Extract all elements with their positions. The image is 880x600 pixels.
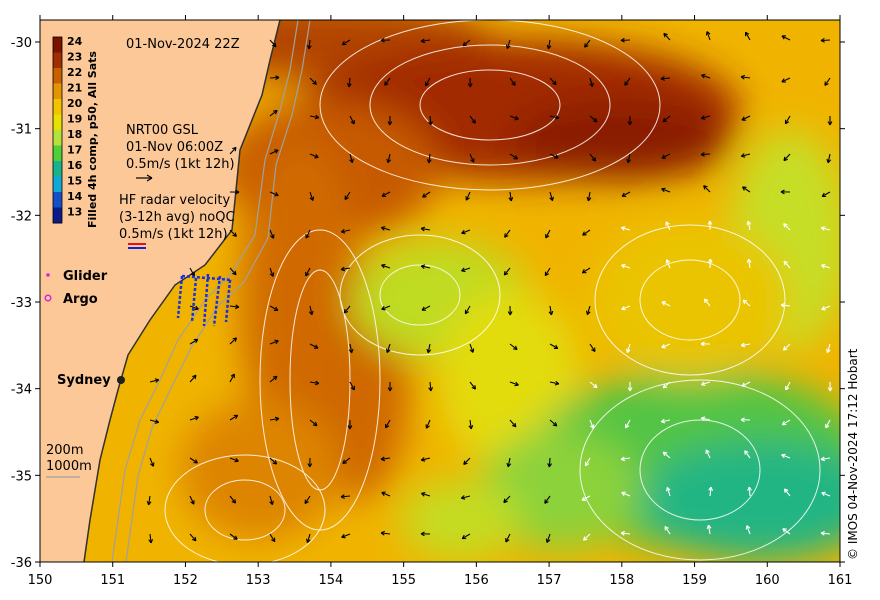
gsl-date: 01-Nov 06:00Z xyxy=(126,140,223,155)
colorbar-swatch xyxy=(53,52,62,69)
x-tick-label: 154 xyxy=(318,573,343,588)
hf-scale: 0.5m/s (1kt 12h) xyxy=(119,227,228,242)
x-tick-label: 158 xyxy=(609,573,634,588)
y-tick-label: -36 xyxy=(11,556,32,571)
coastline xyxy=(83,20,281,562)
map-title: 01-Nov-2024 22Z xyxy=(126,37,240,52)
colorbar-swatch xyxy=(53,192,62,208)
x-tick-label: 161 xyxy=(828,573,853,588)
credit-text: © IMOS 04-Nov-2024 17:12 Hobart xyxy=(846,348,860,560)
current-vectors xyxy=(146,31,833,544)
colorbar-tick: 15 xyxy=(67,175,82,188)
x-tick-label: 157 xyxy=(537,573,562,588)
colorbar-tick: 24 xyxy=(67,35,83,48)
gsl-scale: 0.5m/s (1kt 12h) xyxy=(126,157,235,172)
x-tick-label: 152 xyxy=(173,573,198,588)
land-mass xyxy=(40,20,280,562)
argo-legend-icon xyxy=(44,294,52,302)
isobath-1000 xyxy=(125,20,311,562)
y-axis: -30 -31 -32 -33 -34 -35 -36 xyxy=(11,36,845,571)
plot-frame xyxy=(39,19,841,563)
colorbar-swatch xyxy=(53,37,62,53)
colorbar-swatch xyxy=(53,161,62,177)
colorbar-tick: 16 xyxy=(67,159,83,172)
glider-legend-label: Glider xyxy=(63,269,108,284)
y-tick-label: -34 xyxy=(11,383,32,398)
colorbar-swatch xyxy=(53,145,62,162)
colorbar: 24 23 22 21 20 19 18 17 16 15 14 13 Filled 4h comp,… xyxy=(52,35,99,228)
colorbar-tick: 21 xyxy=(67,82,82,95)
colorbar-tick: 20 xyxy=(67,97,83,110)
x-tick-label: 153 xyxy=(246,573,271,588)
sst-field xyxy=(40,20,840,562)
x-tick-label: 151 xyxy=(100,573,125,588)
colorbar-tick: 19 xyxy=(67,113,82,126)
sydney-marker xyxy=(117,376,125,384)
colorbar-swatch xyxy=(53,99,62,115)
x-tick-label: 150 xyxy=(28,573,53,588)
colorbar-swatch xyxy=(53,207,62,224)
colorbar-tick: 14 xyxy=(67,190,83,203)
x-tick-label: 159 xyxy=(682,573,707,588)
colorbar-swatch xyxy=(53,114,62,131)
colorbar-tick: 13 xyxy=(67,206,82,219)
x-tick-label: 156 xyxy=(464,573,489,588)
altimetry-contours xyxy=(164,20,821,562)
colorbar-swatch xyxy=(53,130,62,146)
colorbar-tick: 23 xyxy=(67,51,82,64)
colorbar-tick: 22 xyxy=(67,66,82,79)
isobath-200-label: 200m xyxy=(46,443,83,458)
x-axis: 150 151 152 153 154 155 156 157 158 159 160 161 xyxy=(28,15,853,588)
colorbar-swatch xyxy=(53,83,62,100)
argo-legend-label: Argo xyxy=(63,292,98,307)
sydney-label: Sydney xyxy=(57,373,111,388)
colorbar-tick: 17 xyxy=(67,144,82,157)
y-tick-label: -32 xyxy=(11,209,32,224)
gsl-name: NRT00 GSL xyxy=(126,123,199,138)
isobath-1000-label: 1000m xyxy=(46,459,92,474)
y-tick-label: -30 xyxy=(11,36,32,51)
hf-line2: (3-12h avg) noQC xyxy=(119,210,235,225)
glider-track xyxy=(176,273,233,327)
y-tick-label: -31 xyxy=(11,123,32,138)
colorbar-tick: 18 xyxy=(67,128,82,141)
glider-legend-icon xyxy=(46,273,50,277)
colorbar-swatch xyxy=(53,68,62,84)
hf-line1: HF radar velocity xyxy=(119,193,231,208)
colorbar-swatch xyxy=(53,176,62,193)
colorbar-label: Filled 4h comp, p50, All Sats xyxy=(86,51,99,228)
x-tick-label: 155 xyxy=(391,573,416,588)
x-tick-label: 160 xyxy=(755,573,780,588)
y-tick-label: -33 xyxy=(11,296,32,311)
y-tick-label: -35 xyxy=(11,469,32,484)
